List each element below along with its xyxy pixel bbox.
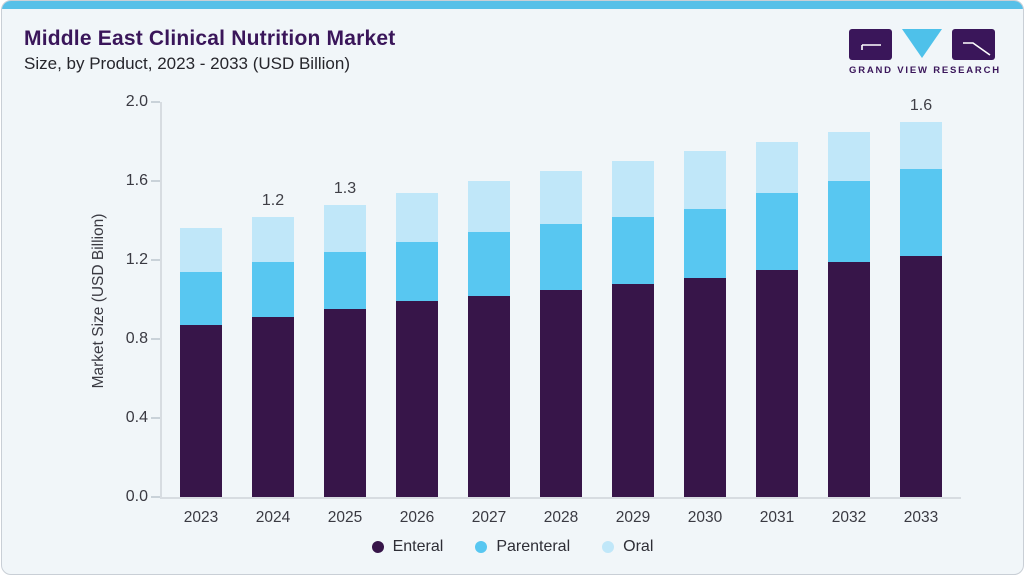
bar-segment-enteral-2024	[252, 317, 294, 497]
bar-segment-parenteral-2028	[540, 224, 582, 290]
logo-r-icon	[952, 29, 995, 65]
y-tick-label: 2.0	[125, 93, 148, 110]
bar-segment-oral-2026	[396, 192, 438, 243]
chart-title: Middle East Clinical Nutrition Market	[24, 27, 396, 50]
y-axis-title: Market Size (USD Billion)	[90, 213, 107, 389]
bar-segment-enteral-2033	[900, 256, 942, 497]
gvr-logo-marks	[849, 29, 995, 60]
top-accent-bar	[2, 1, 1023, 9]
x-tick-label-2027: 2027	[471, 509, 507, 526]
y-tick-mark	[151, 417, 160, 419]
bar-value-label-2033: 1.6	[909, 96, 933, 114]
y-tick-label: 0.0	[125, 488, 148, 505]
bar-segment-parenteral-2032	[828, 181, 870, 262]
legend-label: Enteral	[392, 538, 444, 555]
logo-v-icon	[900, 29, 944, 65]
bar-segment-parenteral-2023	[180, 271, 222, 326]
x-tick-label-2029: 2029	[615, 509, 651, 526]
bar-segment-enteral-2032	[828, 261, 870, 497]
legend-swatch-icon	[475, 541, 488, 553]
bar-segment-oral-2029	[612, 161, 654, 217]
bar-segment-enteral-2030	[684, 277, 726, 497]
y-tick-mark	[151, 496, 160, 498]
x-tick-label-2026: 2026	[399, 509, 435, 526]
gvr-logo: GRAND VIEW RESEARCH	[849, 29, 1001, 76]
chart-subtitle: Size, by Product, 2023 - 2033 (USD Billi…	[24, 54, 350, 73]
bar-segment-enteral-2031	[756, 269, 798, 497]
bar-segment-enteral-2029	[612, 283, 654, 497]
bar-2027	[468, 181, 510, 497]
y-tick-mark	[151, 180, 160, 182]
bar-segment-oral-2032	[828, 131, 870, 181]
bar-segment-oral-2030	[684, 151, 726, 209]
x-tick-label-2030: 2030	[687, 509, 723, 526]
y-tick-mark	[151, 259, 160, 261]
bar-2031	[756, 141, 798, 497]
bar-2024	[252, 216, 294, 497]
bar-segment-oral-2025	[324, 204, 366, 253]
bar-segment-parenteral-2030	[684, 208, 726, 278]
plot-area: 1.2 1.3 1.6	[160, 97, 961, 499]
y-tick-mark	[151, 338, 160, 340]
bar-2030	[684, 151, 726, 497]
bar-value-label-2025: 1.3	[333, 179, 357, 197]
bar-2029	[612, 161, 654, 497]
bar-segment-oral-2027	[468, 181, 510, 233]
bar-segment-oral-2033	[900, 121, 942, 170]
bar-segment-enteral-2026	[396, 301, 438, 497]
bar-segment-oral-2031	[756, 141, 798, 193]
bar-segment-parenteral-2029	[612, 216, 654, 284]
legend-item-oral: Oral	[602, 538, 653, 556]
bar-segment-enteral-2027	[468, 295, 510, 497]
legend-label: Parenteral	[496, 538, 571, 555]
bar-segment-parenteral-2025	[324, 252, 366, 310]
bar-segment-oral-2024	[252, 216, 294, 262]
bar-segment-oral-2023	[180, 228, 222, 272]
legend-item-parenteral: Parenteral	[475, 538, 570, 556]
y-tick-label: 0.4	[125, 409, 148, 426]
legend-item-enteral: Enteral	[371, 538, 444, 556]
bar-segment-enteral-2023	[180, 325, 222, 497]
x-tick-label-2024: 2024	[255, 509, 291, 526]
bar-2023	[180, 228, 222, 497]
logo-wordmark: GRAND VIEW RESEARCH	[849, 65, 1001, 76]
bar-segment-enteral-2028	[540, 289, 582, 497]
bar-value-label-2024: 1.2	[261, 191, 285, 209]
bar-segment-parenteral-2027	[468, 232, 510, 296]
y-tick-mark	[151, 101, 160, 103]
x-tick-label-2023: 2023	[183, 509, 219, 526]
bar-2028	[540, 171, 582, 497]
bar-2032	[828, 131, 870, 497]
bar-segment-parenteral-2033	[900, 169, 942, 257]
bar-2033	[900, 121, 942, 497]
logo-g-icon	[849, 29, 892, 65]
bar-segment-parenteral-2031	[756, 192, 798, 270]
legend-swatch-icon	[602, 541, 615, 553]
bar-segment-oral-2028	[540, 171, 582, 225]
legend: Enteral Parenteral Oral	[2, 538, 1023, 556]
x-tick-label-2033: 2033	[903, 509, 939, 526]
y-tick-label: 1.6	[125, 172, 148, 189]
bar-segment-parenteral-2024	[252, 261, 294, 318]
x-tick-label-2031: 2031	[759, 509, 795, 526]
legend-label: Oral	[623, 538, 654, 555]
x-tick-label-2025: 2025	[327, 509, 363, 526]
y-tick-label: 0.8	[125, 330, 148, 347]
bar-segment-parenteral-2026	[396, 242, 438, 302]
x-tick-label-2032: 2032	[831, 509, 867, 526]
bar-2025	[324, 204, 366, 497]
bar-segment-enteral-2025	[324, 309, 366, 497]
x-tick-label-2028: 2028	[543, 509, 579, 526]
legend-swatch-icon	[371, 541, 384, 553]
bar-2026	[396, 192, 438, 497]
y-tick-label: 1.2	[125, 251, 148, 268]
